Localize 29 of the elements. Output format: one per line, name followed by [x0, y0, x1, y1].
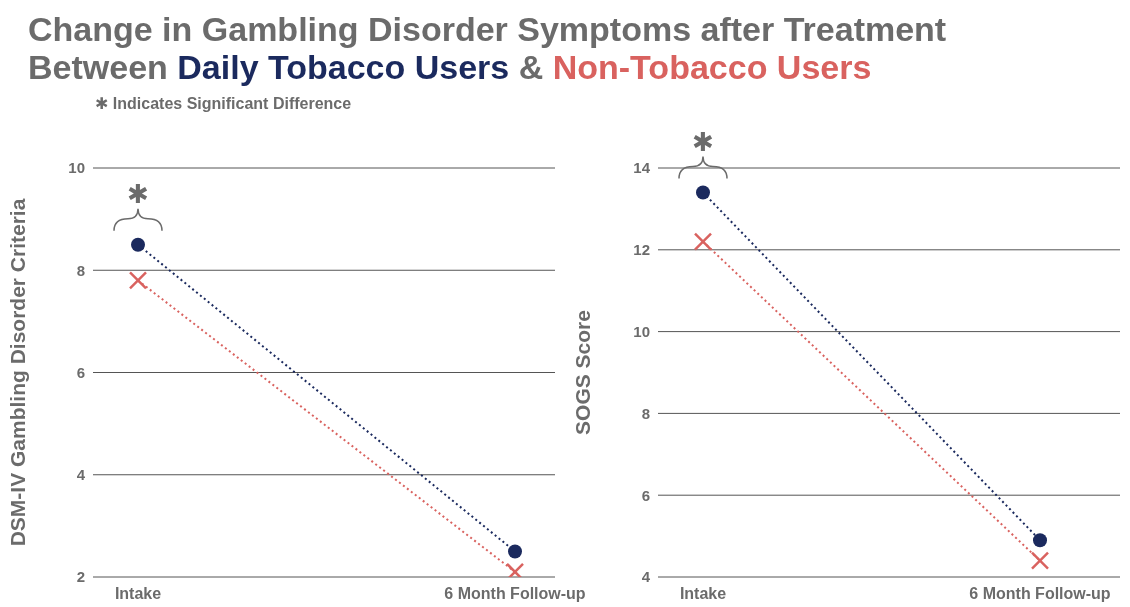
annotation: ✱ [127, 178, 149, 209]
x-tick-label: Intake [679, 585, 727, 602]
y-tick-label: 4 [76, 466, 86, 484]
annotation: ✱ [692, 126, 714, 157]
point [1033, 533, 1047, 548]
y-axis-title: SOGS Score [571, 310, 595, 435]
point [696, 185, 710, 200]
y-tick-label: 6 [76, 363, 85, 381]
text: ✱ Indicates Significant Difference [95, 94, 352, 113]
y-axis-title: DSM-IV Gambling Disorder Criteria [6, 198, 30, 547]
y-tick-label: 14 [633, 159, 651, 177]
point [131, 237, 145, 252]
y-tick-label: 2 [76, 568, 85, 586]
y-tick-label: 4 [641, 568, 651, 586]
text: Daily Tobacco Users [177, 48, 510, 86]
text: Non-Tobacco Users [552, 48, 872, 86]
chart-title: Change in Gambling Disorder Symptoms after Treatment [28, 10, 947, 48]
y-tick-label: 10 [68, 159, 85, 177]
x-tick-label: 6 Month Follow-up [969, 585, 1111, 602]
point [508, 544, 522, 559]
chart-subtitle: Between [28, 48, 169, 86]
text: & [517, 48, 545, 86]
y-tick-label: 8 [76, 261, 85, 279]
y-tick-label: 8 [641, 404, 650, 422]
x-tick-label: Intake [114, 585, 162, 602]
y-tick-label: 10 [633, 322, 650, 340]
x-tick-label: 6 Month Follow-up [444, 585, 586, 602]
y-tick-label: 12 [633, 241, 650, 259]
y-tick-label: 6 [641, 486, 650, 504]
